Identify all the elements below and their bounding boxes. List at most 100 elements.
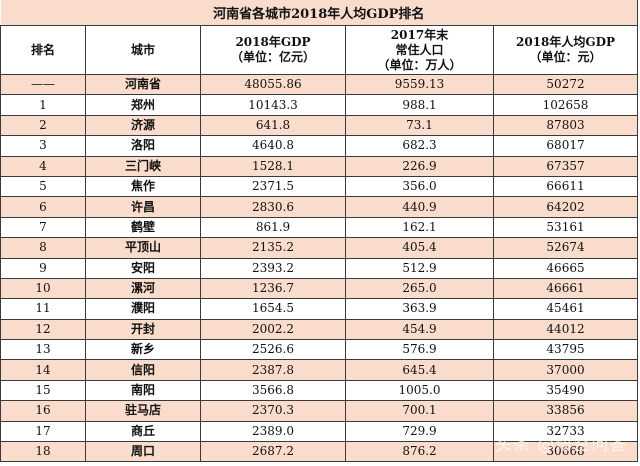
cell-gdp: 2002.2 <box>200 318 346 341</box>
table-row: 1 郑州 10143.3 988.1 102658 <box>0 94 639 116</box>
header-rank: 排名 <box>0 25 86 75</box>
header-pop-line2: 常住人口 <box>395 42 444 57</box>
cell-gdp: 2526.6 <box>200 339 346 361</box>
cell-city: 信阳 <box>85 359 201 381</box>
cell-city: 洛阳 <box>85 135 201 157</box>
cell-per-capita-gdp: 52674 <box>492 237 639 259</box>
cell-rank: 9 <box>0 257 86 279</box>
cell-population: 729.9 <box>345 420 494 443</box>
cell-rank: 14 <box>0 359 86 381</box>
cell-gdp: 4640.8 <box>200 135 346 157</box>
cell-population: 1005.0 <box>345 379 494 402</box>
cell-per-capita-gdp: 45461 <box>492 298 639 320</box>
cell-rank: 13 <box>0 339 86 361</box>
cell-gdp: 2687.2 <box>200 441 346 463</box>
cell-gdp: 2135.2 <box>200 237 346 259</box>
table-row: 5 焦作 2371.5 356.0 66611 <box>0 175 639 198</box>
cell-per-capita-gdp: 102658 <box>492 94 639 116</box>
cell-rank: 15 <box>0 379 86 402</box>
cell-gdp: 1528.1 <box>200 155 346 177</box>
header-pop-line1: 2017年末 <box>390 27 449 42</box>
table-row: 12 开封 2002.2 454.9 44012 <box>0 318 639 341</box>
table-body: —— 河南省 48055.86 9559.13 50272 1 郑州 10143.3 988.1… <box>0 73 639 463</box>
cell-rank: 4 <box>0 155 86 177</box>
cell-per-capita-gdp: 33856 <box>492 400 639 422</box>
cell-city: 济源 <box>85 114 201 137</box>
cell-gdp: 2370.3 <box>200 400 346 422</box>
table-row: 6 许昌 2830.6 440.9 64202 <box>0 196 639 218</box>
header-gdp-line2: （单位：亿元） <box>230 50 315 64</box>
cell-city: 驻马店 <box>85 400 201 422</box>
cell-city: 漯河 <box>85 277 201 300</box>
table-title: 河南省各城市2018年人均GDP排名 <box>0 0 639 26</box>
table-title-row: 河南省各城市2018年人均GDP排名 <box>0 0 639 26</box>
header-per-capita-gdp: 2018年人均GDP （单位：元） <box>492 25 639 75</box>
cell-city: 南阳 <box>85 379 201 402</box>
cell-population: 356.0 <box>345 175 494 198</box>
table-row: 15 南阳 3566.8 1005.0 35490 <box>0 379 639 402</box>
cell-population: 265.0 <box>345 277 494 300</box>
cell-city: 许昌 <box>85 196 201 218</box>
table-row: 17 商丘 2389.0 729.9 32733 <box>0 420 639 443</box>
cell-gdp: 3566.8 <box>200 379 346 402</box>
cell-city: 安阳 <box>85 257 201 279</box>
cell-rank: 1 <box>0 94 86 116</box>
cell-population: 876.2 <box>345 441 494 463</box>
cell-city: 郑州 <box>85 94 201 116</box>
cell-city: 平顶山 <box>85 237 201 259</box>
cell-per-capita-gdp: 66611 <box>492 175 639 198</box>
header-row: 排名 城市 2018年GDP （单位：亿元） 2017年末 常住人口 （单位：万… <box>0 25 639 75</box>
cell-gdp: 2387.8 <box>200 359 346 381</box>
cell-per-capita-gdp: 37000 <box>492 359 639 381</box>
cell-gdp: 2830.6 <box>200 196 346 218</box>
cell-gdp: 10143.3 <box>200 94 346 116</box>
cell-population: 700.1 <box>345 400 494 422</box>
cell-city: 开封 <box>85 318 201 341</box>
cell-per-capita-gdp: 43795 <box>492 339 639 361</box>
table-row: 7 鹤壁 861.9 162.1 53161 <box>0 216 639 239</box>
header-pcgdp-line1: 2018年人均GDP <box>515 35 616 49</box>
cell-gdp: 861.9 <box>200 216 346 239</box>
table-row: 16 驻马店 2370.3 700.1 33856 <box>0 400 639 422</box>
cell-rank: 6 <box>0 196 86 218</box>
cell-per-capita-gdp: 30668 <box>492 441 639 463</box>
cell-population: 9559.13 <box>345 73 494 96</box>
table-row: 14 信阳 2387.8 645.4 37000 <box>0 359 639 381</box>
cell-per-capita-gdp: 87803 <box>492 114 639 137</box>
cell-city: 濮阳 <box>85 298 201 320</box>
cell-city: 三门峡 <box>85 155 201 177</box>
cell-gdp: 1654.5 <box>200 298 346 320</box>
cell-rank: —— <box>0 73 86 96</box>
table-row: 11 濮阳 1654.5 363.9 45461 <box>0 298 639 320</box>
cell-city: 周口 <box>85 441 201 463</box>
cell-per-capita-gdp: 35490 <box>492 379 639 402</box>
cell-per-capita-gdp: 53161 <box>492 216 639 239</box>
cell-population: 73.1 <box>345 114 494 137</box>
cell-gdp: 1236.7 <box>200 277 346 300</box>
cell-rank: 11 <box>0 298 86 320</box>
cell-per-capita-gdp: 44012 <box>492 318 639 341</box>
cell-rank: 17 <box>0 420 86 443</box>
cell-gdp: 641.8 <box>200 114 346 137</box>
cell-city: 商丘 <box>85 420 201 443</box>
cell-city: 河南省 <box>85 73 201 96</box>
cell-population: 363.9 <box>345 298 494 320</box>
cell-population: 682.3 <box>345 135 494 157</box>
cell-rank: 12 <box>0 318 86 341</box>
cell-gdp: 48055.86 <box>200 73 346 96</box>
cell-rank: 16 <box>0 400 86 422</box>
cell-city: 鹤壁 <box>85 216 201 239</box>
cell-gdp: 2393.2 <box>200 257 346 279</box>
table-row: 2 济源 641.8 73.1 87803 <box>0 114 639 137</box>
cell-population: 988.1 <box>345 94 494 116</box>
table-row: —— 河南省 48055.86 9559.13 50272 <box>0 73 639 96</box>
cell-per-capita-gdp: 46661 <box>492 277 639 300</box>
table-row: 10 漯河 1236.7 265.0 46661 <box>0 277 639 300</box>
cell-per-capita-gdp: 50272 <box>492 73 639 96</box>
cell-rank: 18 <box>0 441 86 463</box>
header-pcgdp-line2: （单位：元） <box>529 50 602 64</box>
cell-gdp: 2371.5 <box>200 175 346 198</box>
cell-gdp: 2389.0 <box>200 420 346 443</box>
table-row: 3 洛阳 4640.8 682.3 68017 <box>0 135 639 157</box>
header-gdp: 2018年GDP （单位：亿元） <box>200 25 346 75</box>
